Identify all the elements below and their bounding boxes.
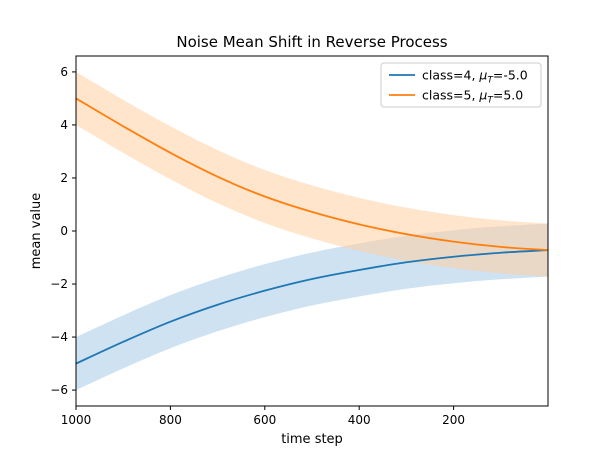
line-series-1 <box>75 249 549 365</box>
x-axis-label: time step <box>281 432 343 447</box>
y-tick-label: 0 <box>60 224 68 238</box>
x-tick-label: 1000 <box>61 413 92 427</box>
band-series-1 <box>76 223 548 391</box>
x-tick-label: 200 <box>442 413 465 427</box>
y-axis-label: mean value <box>29 193 44 270</box>
x-axis-ticks: 1000 800 600 400 200 <box>61 406 465 427</box>
legend: class=4, μT=-5.0 class=5, μT=5.0 <box>380 62 542 108</box>
y-tick-label: −6 <box>50 383 68 397</box>
chart-title: Noise Mean Shift in Reverse Process <box>176 33 447 51</box>
y-tick-label: −4 <box>50 330 68 344</box>
legend-box <box>380 62 542 108</box>
confidence-bands <box>76 71 548 391</box>
x-tick-label: 600 <box>253 413 276 427</box>
y-tick-label: −2 <box>50 277 68 291</box>
legend-entry-1: class=4, μT=-5.0 <box>422 68 528 86</box>
y-tick-label: 6 <box>60 65 68 79</box>
x-tick-label: 800 <box>159 413 182 427</box>
y-tick-label: 4 <box>60 118 68 132</box>
y-axis-ticks: −6 −4 −2 0 2 4 6 <box>50 65 76 397</box>
legend-entry-2: class=5, μT=5.0 <box>422 88 523 106</box>
band-series-2 <box>76 71 548 277</box>
y-tick-label: 2 <box>60 171 68 185</box>
x-tick-label: 400 <box>348 413 371 427</box>
line-series-2 <box>75 97 549 251</box>
series-lines <box>75 97 549 365</box>
